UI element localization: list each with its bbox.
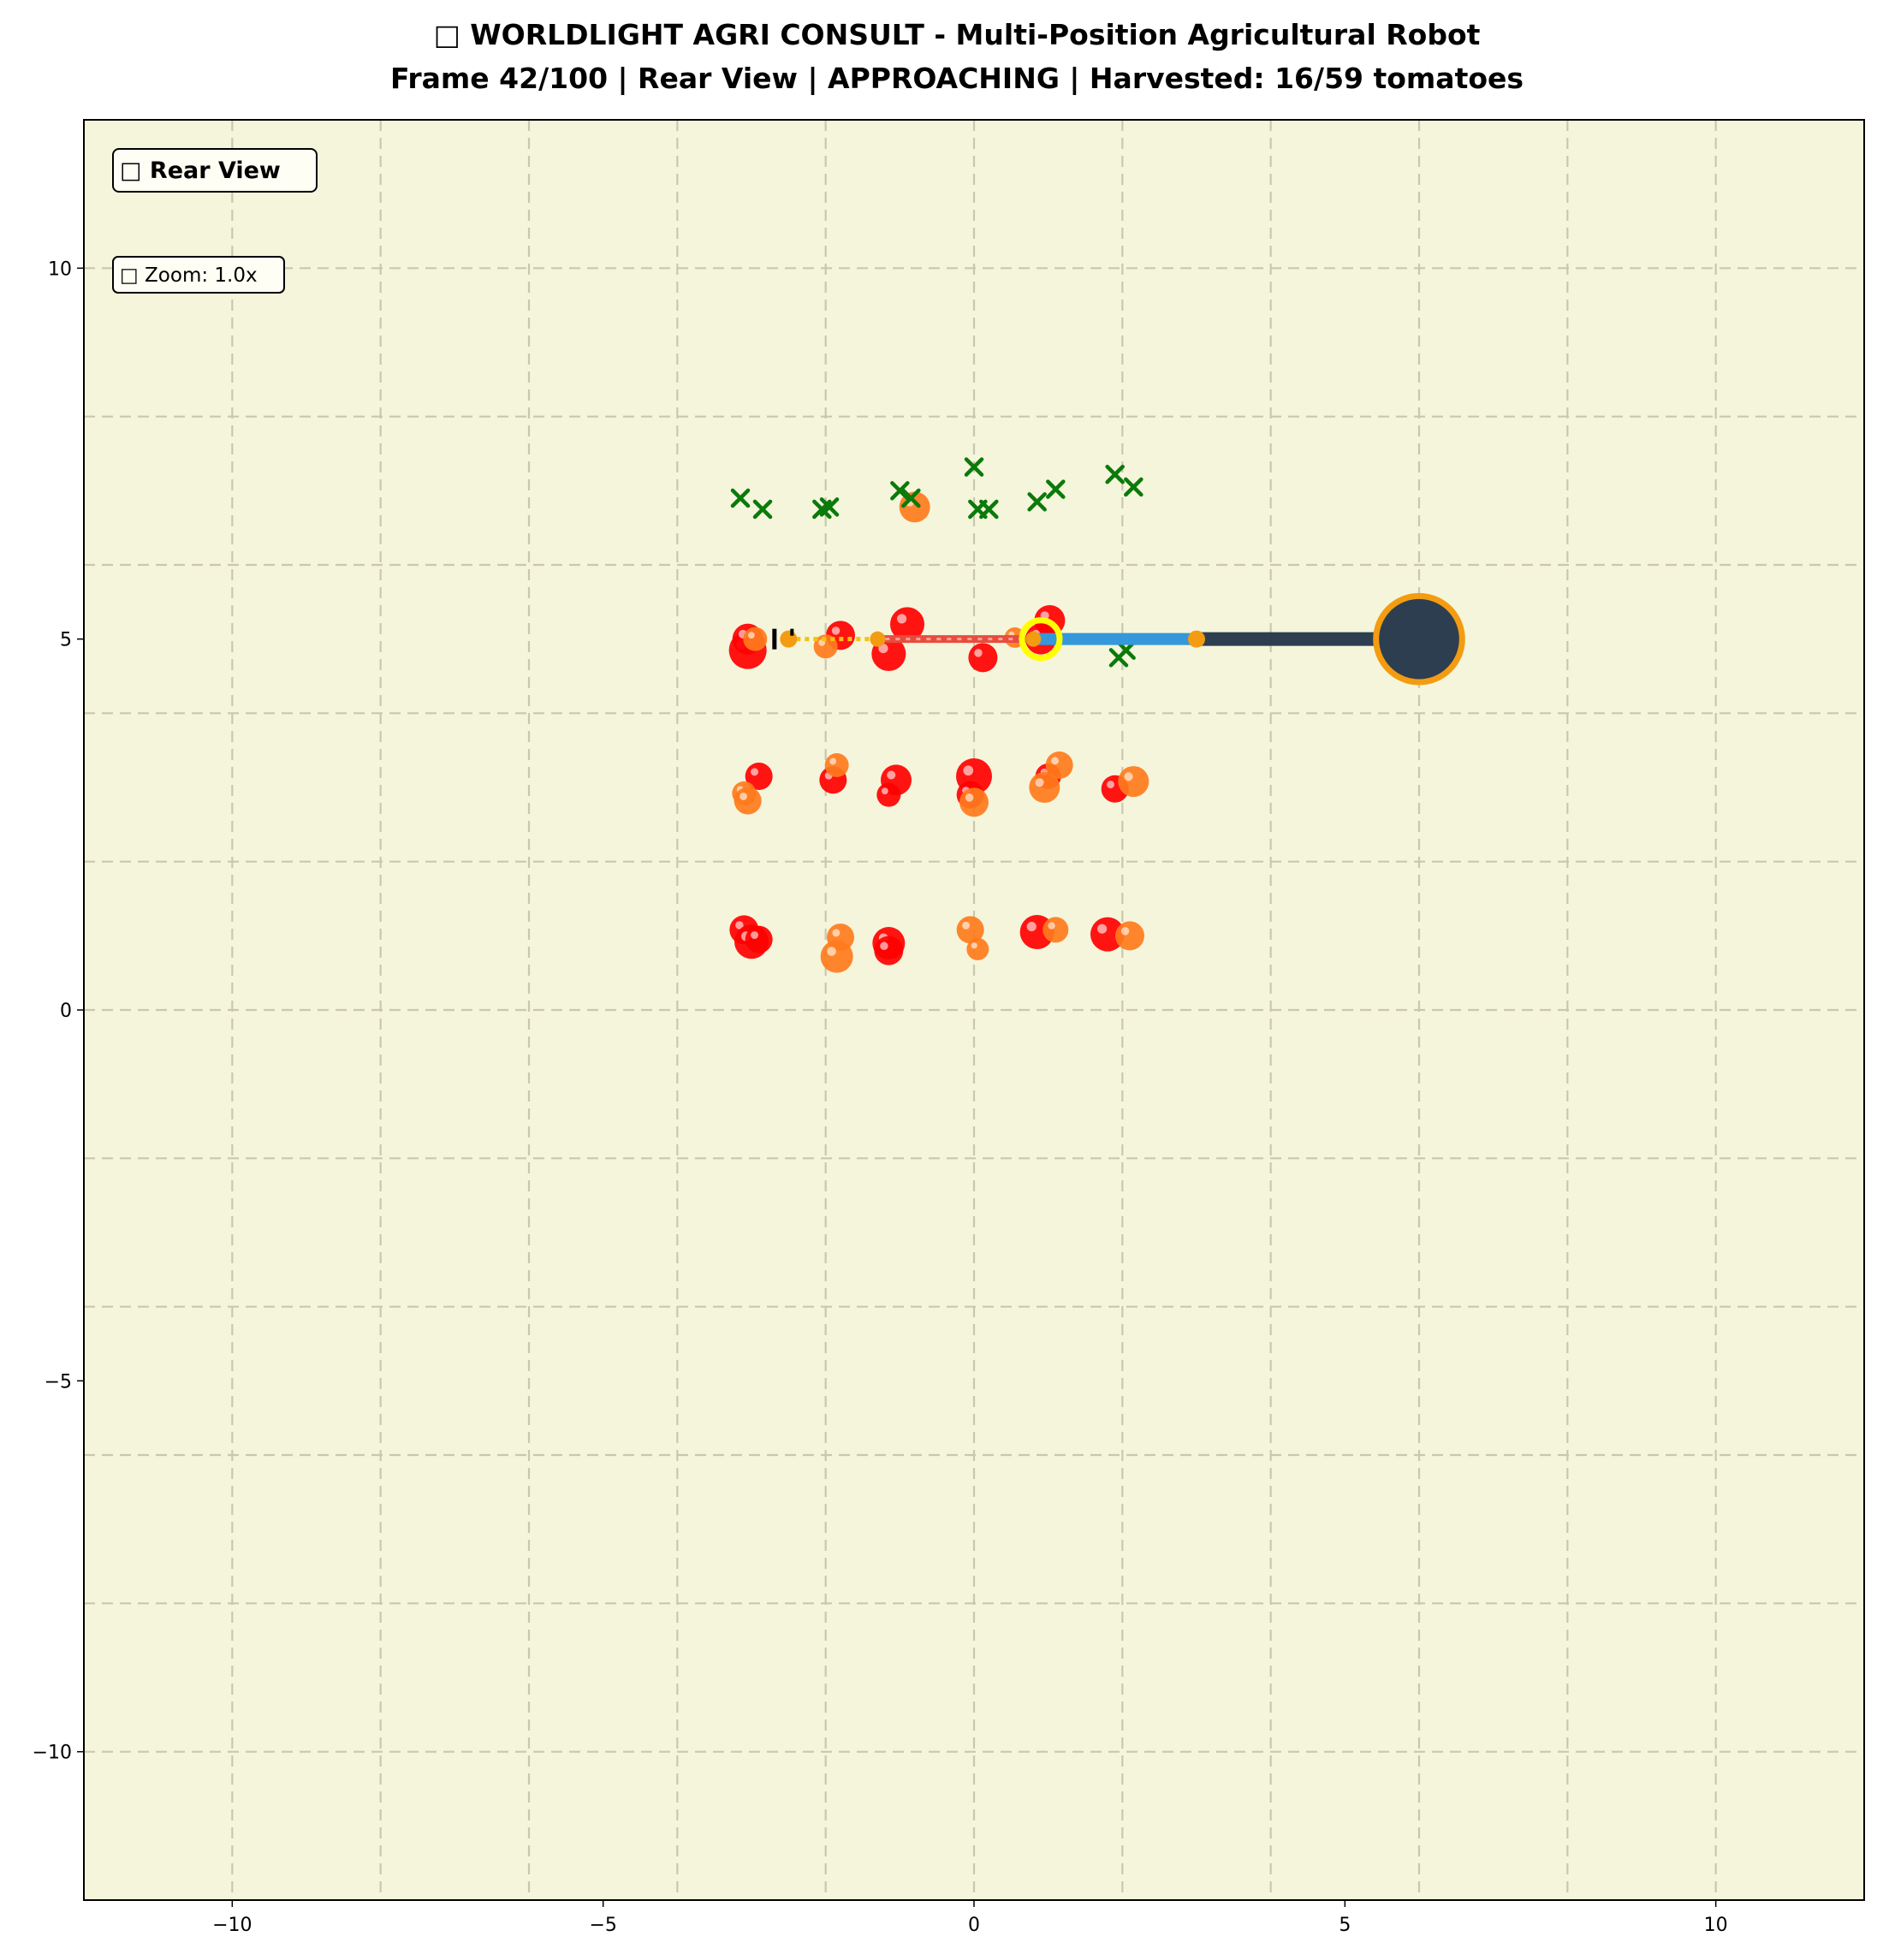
semi-ripe-tomato <box>966 937 989 960</box>
tomato-highlight <box>1035 778 1044 787</box>
x-tick-label: 5 <box>1339 1915 1351 1936</box>
chart-subtitle: Frame 42/100 | Rear View | APPROACHING |… <box>390 62 1524 95</box>
tomato-highlight <box>1107 781 1115 789</box>
semi-ripe-tomato <box>1115 921 1144 951</box>
gripper-tip <box>780 630 798 648</box>
y-tick-label: 10 <box>48 258 72 280</box>
harvested-marker <box>1108 648 1129 668</box>
tomato-highlight <box>829 757 837 765</box>
harvested-marker <box>730 488 751 508</box>
semi-ripe-tomato <box>743 627 768 651</box>
y-tick-label: −10 <box>33 1743 72 1764</box>
harvested-marker <box>1124 477 1143 497</box>
harvested-marker <box>979 499 999 520</box>
tomato-highlight <box>735 921 744 930</box>
zoom-label: □ Zoom: 1.0x <box>120 264 258 287</box>
robot-base <box>1373 592 1465 686</box>
semi-ripe-tomato <box>824 753 849 777</box>
chart-title: □ WORLDLIGHT AGRI CONSULT - Multi-Positi… <box>434 18 1481 51</box>
tomato-highlight <box>1051 757 1060 765</box>
gripper-jaw <box>790 628 794 636</box>
x-tick-label: 10 <box>1704 1915 1728 1936</box>
harvested-marker <box>964 457 984 477</box>
tomato-highlight <box>962 921 971 930</box>
data-layer <box>728 457 1465 973</box>
x-tick-label: −5 <box>589 1915 616 1936</box>
arm-joint <box>870 631 886 647</box>
x-tick-label: 0 <box>968 1915 980 1936</box>
ripe-tomato <box>968 643 998 673</box>
x-tick-label: −10 <box>212 1915 252 1936</box>
semi-ripe-tomato <box>959 787 989 817</box>
tomato-highlight <box>747 632 755 639</box>
harvested-marker <box>1046 479 1066 499</box>
tomato-highlight <box>965 793 974 802</box>
tomato-highlight <box>1124 772 1133 781</box>
harvested-marker <box>1027 492 1047 512</box>
view-label: □ Rear View <box>120 157 281 184</box>
gripper-jaw <box>772 628 777 650</box>
ripe-tomato <box>874 935 904 965</box>
tomato-highlight <box>963 765 974 776</box>
harvested-marker <box>901 488 921 508</box>
semi-ripe-tomato <box>734 787 762 815</box>
y-tick-label: 5 <box>60 630 72 651</box>
harvested-marker <box>819 497 840 517</box>
y-tick-label: 0 <box>60 1001 72 1022</box>
tomato-highlight <box>881 787 888 795</box>
semi-ripe-tomato <box>1029 772 1060 803</box>
ripe-tomato <box>876 782 901 807</box>
harvested-marker <box>890 481 910 501</box>
tomato-highlight <box>971 942 977 949</box>
tomato-highlight <box>1048 922 1055 930</box>
arm-joint <box>1025 631 1042 647</box>
tomato-highlight <box>831 627 841 635</box>
tomato-highlight <box>740 793 748 800</box>
y-tick-label: −5 <box>45 1371 72 1393</box>
tomato-highlight <box>751 931 759 940</box>
view-label-box: □ Rear View <box>112 148 318 193</box>
tomato-highlight <box>887 770 896 780</box>
tomato-highlight <box>1120 927 1130 935</box>
tomato-highlight <box>897 614 907 624</box>
tomato-highlight <box>832 929 841 937</box>
grid <box>84 120 1864 1900</box>
tomato-highlight <box>751 768 759 776</box>
arm-joint <box>1188 630 1205 648</box>
semi-ripe-tomato <box>1042 917 1069 943</box>
target-ring <box>1019 617 1063 662</box>
tomato-highlight <box>1026 922 1037 932</box>
semi-ripe-tomato <box>820 940 853 973</box>
harvested-marker <box>1105 465 1125 484</box>
ripe-tomato <box>745 925 773 953</box>
harvested-marker <box>752 499 773 520</box>
zoom-label-box: □ Zoom: 1.0x <box>112 256 285 294</box>
tomato-highlight <box>827 947 836 956</box>
axis-ticks: −10 −5 0 5 10 −10 −5 0 5 10 <box>33 258 1728 1936</box>
tomato-highlight <box>974 649 983 657</box>
semi-ripe-tomato <box>1118 766 1149 798</box>
tomato-highlight <box>1097 924 1108 934</box>
tomato-highlight <box>880 941 888 950</box>
